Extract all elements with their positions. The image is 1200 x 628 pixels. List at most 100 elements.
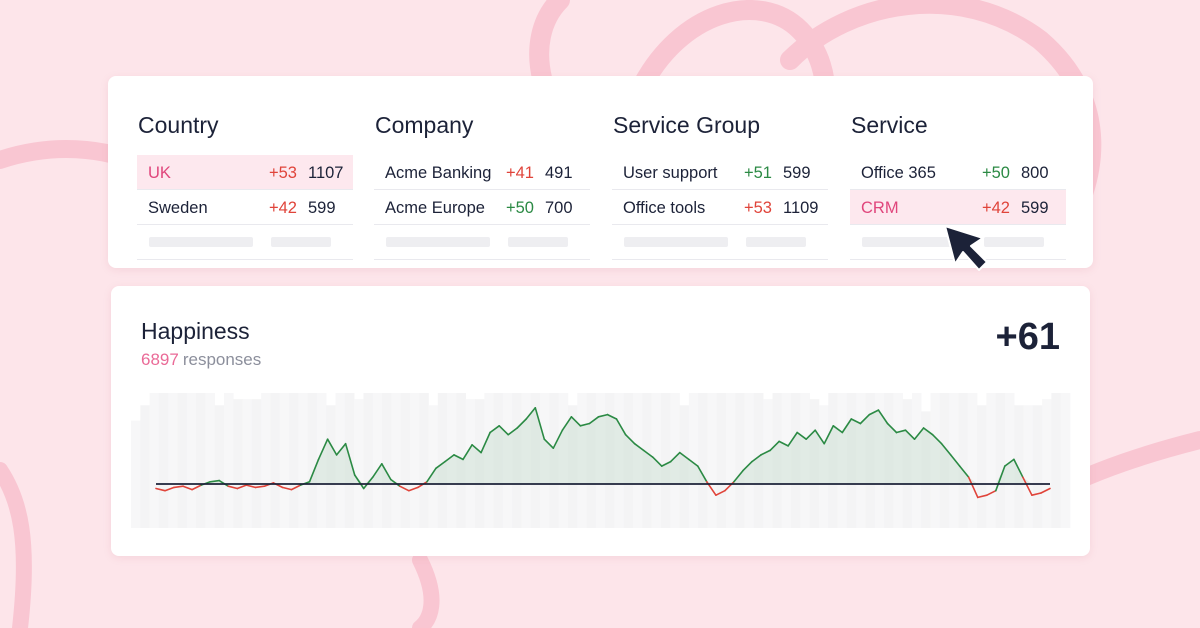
series-segment [1040, 487, 1051, 494]
series-segment [435, 460, 446, 470]
series-segment [841, 418, 853, 434]
row-label: Acme Banking [385, 164, 492, 182]
volume-bar [419, 393, 429, 528]
volume-bar [363, 393, 374, 528]
row-delta: +50 [506, 199, 534, 217]
volume-bar [1004, 393, 1015, 528]
volume-bar [409, 393, 420, 528]
filter-row-user-support[interactable]: User support +51 599 [612, 155, 828, 190]
volume-bar [251, 399, 262, 528]
volume-bar [502, 393, 513, 528]
volume-bar [149, 393, 160, 528]
series-segment [615, 418, 627, 436]
series-segment [353, 474, 365, 490]
series-segment [1031, 492, 1042, 496]
volume-bar [549, 393, 559, 528]
series-segment [407, 486, 419, 492]
volume-bar [595, 393, 606, 528]
series-segment [769, 440, 780, 452]
volume-bar [316, 393, 327, 528]
series-segment [742, 460, 753, 472]
volume-bar [846, 393, 857, 528]
volume-bar [679, 405, 690, 528]
volume-bar [391, 393, 401, 528]
series-segment [940, 442, 952, 456]
series-segment [534, 407, 546, 440]
series-segment [904, 429, 916, 440]
series-segment [480, 431, 491, 454]
series-segment [733, 469, 744, 483]
volume-bar [642, 393, 652, 528]
volume-bar [428, 405, 439, 528]
series-segment [642, 449, 654, 458]
row-label: CRM [861, 199, 899, 217]
series-segment [895, 429, 907, 434]
row-label: User support [623, 164, 718, 182]
filter-row-acme-banking[interactable]: Acme Banking +41 491 [374, 155, 590, 190]
volume-bar [382, 393, 392, 528]
series-segment [850, 418, 862, 425]
series-segment [281, 486, 293, 491]
volume-bar [233, 399, 243, 528]
row-count: 1109 [783, 199, 819, 217]
responses-label: responses [182, 350, 262, 369]
series-segment [805, 429, 817, 440]
volume-bar [540, 393, 550, 528]
volume-bar [372, 393, 383, 528]
series-segment [877, 409, 889, 425]
series-segment [398, 485, 410, 492]
filter-row-acme-europe[interactable]: Acme Europe +50 700 [374, 190, 590, 225]
series-segment [254, 485, 266, 489]
volume-bar [447, 393, 457, 528]
filter-row-uk[interactable]: UK +53 1107 [137, 155, 353, 190]
series-segment [913, 427, 925, 440]
series-segment [380, 463, 392, 481]
volume-bar [781, 393, 792, 528]
volume-bar [809, 399, 820, 528]
series-segment [660, 460, 672, 467]
placeholder-row [612, 225, 828, 260]
happiness-score: +61 [995, 316, 1060, 358]
volume-bar [893, 393, 903, 528]
placeholder-bar [149, 237, 253, 247]
series-segment [498, 425, 510, 436]
series-segment [588, 416, 600, 425]
series-segment [227, 485, 239, 490]
volume-bar [307, 393, 318, 528]
row-delta: +42 [269, 199, 297, 217]
series-segment [823, 425, 835, 445]
row-delta: +53 [744, 199, 772, 217]
filter-row-sweden[interactable]: Sweden +42 599 [137, 190, 353, 225]
volume-bar [874, 393, 885, 528]
volume-bar [1051, 393, 1062, 528]
row-delta: +51 [744, 164, 772, 182]
volume-bar [772, 393, 783, 528]
volume-bar [986, 393, 996, 528]
volume-bar [977, 405, 987, 528]
series-segment [317, 438, 329, 461]
series-segment [191, 484, 202, 491]
volume-bar [744, 393, 755, 528]
volume-bar [753, 393, 764, 528]
volume-bar [614, 393, 625, 528]
volume-bar [1014, 405, 1024, 528]
volume-bar [716, 393, 727, 528]
volume-bar [735, 393, 745, 528]
volume-bar [261, 393, 271, 528]
row-count: 700 [545, 199, 573, 217]
placeholder-bar [746, 237, 806, 247]
volume-bar [140, 405, 150, 528]
volume-bar [698, 393, 708, 528]
volume-bar [800, 393, 810, 528]
filter-row-office-tools[interactable]: Office tools +53 1109 [612, 190, 828, 225]
volume-bar [911, 393, 922, 528]
series-segment [859, 413, 871, 425]
series-segment [606, 413, 618, 420]
placeholder-bar [271, 237, 331, 247]
series-segment [967, 476, 979, 499]
filter-row-crm[interactable]: CRM +42 599 [850, 190, 1066, 225]
placeholder-bar [984, 237, 1044, 247]
filter-row-office-365[interactable]: Office 365 +50 800 [850, 155, 1066, 190]
row-count: 599 [1021, 199, 1049, 217]
series-segment [362, 476, 374, 490]
